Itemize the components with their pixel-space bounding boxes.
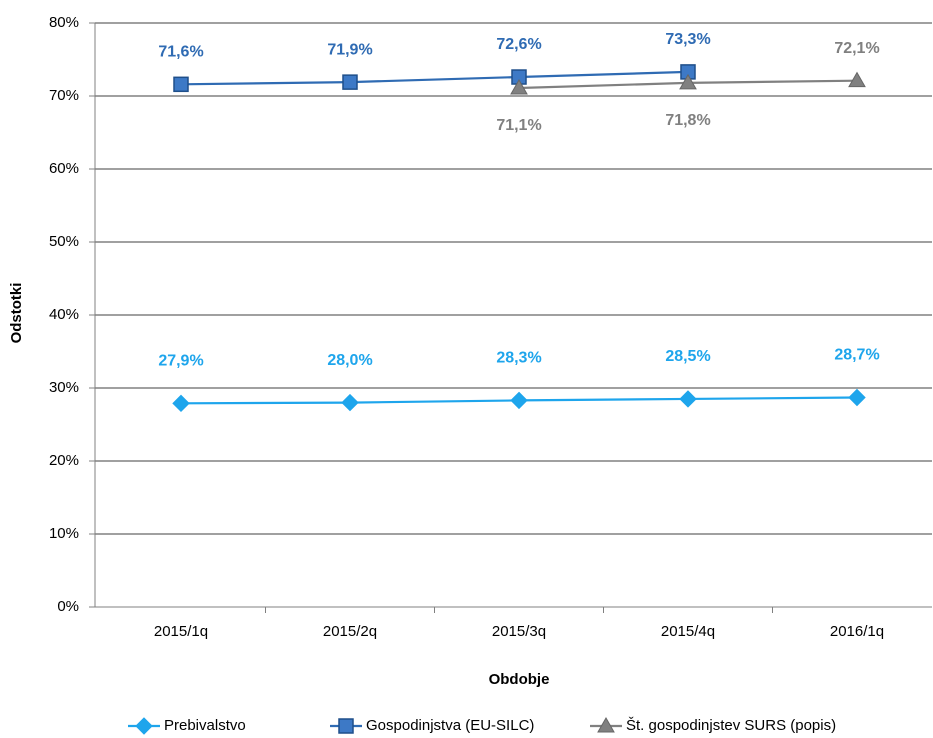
data-point xyxy=(341,393,359,412)
legend-label: Prebivalstvo xyxy=(164,717,246,734)
x-tick-label: 2015/1q xyxy=(154,623,208,640)
x-tick-label: 2015/2q xyxy=(323,623,377,640)
data-label: 28,0% xyxy=(327,352,372,369)
y-axis-title: Odstotki xyxy=(8,283,25,344)
data-label: 71,1% xyxy=(496,117,541,134)
data-label: 71,8% xyxy=(665,112,710,129)
y-tick-label: 70% xyxy=(49,87,79,104)
x-tick-label: 2015/3q xyxy=(492,623,546,640)
x-tick-label: 2016/1q xyxy=(830,623,884,640)
y-tick-label: 30% xyxy=(49,379,79,396)
legend-marker xyxy=(597,716,615,733)
data-label: 72,6% xyxy=(496,36,541,53)
data-point xyxy=(679,390,697,408)
y-tick-label: 80% xyxy=(49,14,79,31)
legend-label: Gospodinjstva (EU-SILC) xyxy=(366,717,534,734)
data-label: 28,5% xyxy=(665,348,710,365)
y-tick-label: 40% xyxy=(49,306,79,323)
data-point xyxy=(342,74,358,90)
legend-marker xyxy=(338,718,354,734)
y-tick-label: 0% xyxy=(57,598,79,615)
data-point xyxy=(848,71,866,88)
data-point xyxy=(173,76,189,93)
data-point xyxy=(679,73,697,90)
data-label: 73,3% xyxy=(665,31,710,48)
x-tick-label: 2015/4q xyxy=(661,623,715,640)
y-tick-label: 50% xyxy=(49,233,79,250)
y-tick-label: 10% xyxy=(49,525,79,542)
data-label: 27,9% xyxy=(158,353,203,370)
data-point xyxy=(510,78,528,95)
legend-marker xyxy=(135,717,153,735)
data-label: 28,7% xyxy=(834,347,879,364)
data-label: 28,3% xyxy=(496,350,541,367)
data-point xyxy=(172,394,190,413)
x-axis-title: Obdobje xyxy=(489,671,550,688)
data-point xyxy=(510,391,528,410)
y-tick-label: 60% xyxy=(49,160,79,177)
legend-label: Št. gospodinjstev SURS (popis) xyxy=(626,717,836,734)
data-label: 72,1% xyxy=(834,40,879,57)
data-label: 71,9% xyxy=(327,41,372,58)
series-line xyxy=(180,70,689,86)
y-tick-label: 20% xyxy=(49,452,79,469)
data-label: 71,6% xyxy=(158,44,203,61)
data-point xyxy=(848,388,866,407)
